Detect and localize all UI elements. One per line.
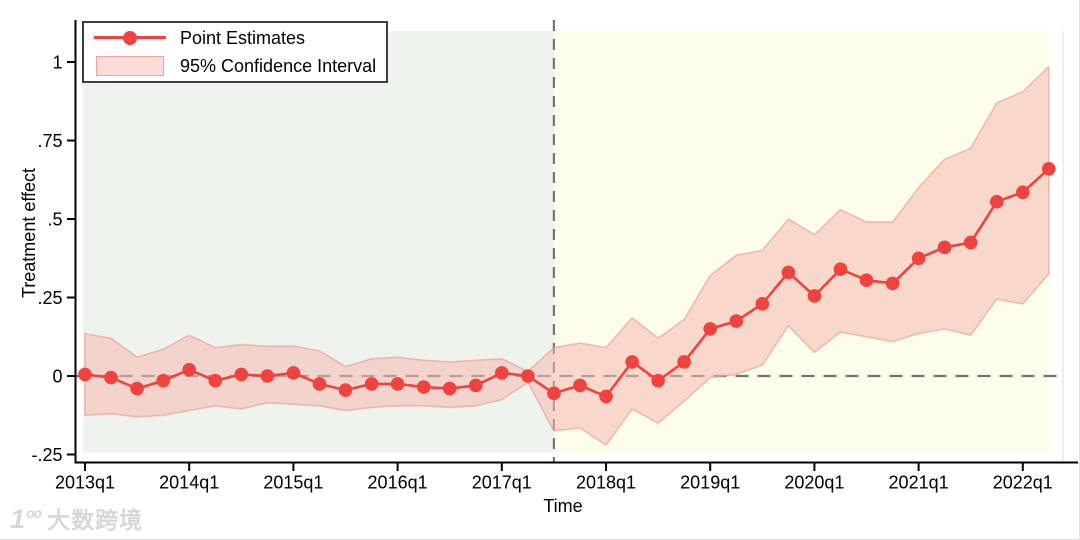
y-tick-label: .75: [37, 131, 62, 151]
watermark-logo-icon: 1oo: [10, 504, 42, 534]
data-point: [390, 377, 405, 391]
data-point: [651, 373, 665, 388]
data-point: [130, 381, 144, 396]
watermark: 1oo 大数跨境: [10, 501, 143, 535]
x-tick-label: 2014q1: [159, 473, 219, 493]
data-point: [208, 373, 223, 388]
data-point: [573, 378, 587, 393]
legend-label-point-estimates: Point Estimates: [180, 27, 306, 48]
legend-row-point-estimates: Point Estimates: [84, 24, 386, 51]
ci-swatch-sample: [94, 56, 166, 77]
data-point: [599, 389, 613, 404]
data-point: [521, 369, 535, 383]
data-point: [469, 378, 483, 393]
data-point: [234, 367, 249, 382]
data-point: [833, 262, 848, 277]
data-point: [677, 355, 691, 369]
data-point: [182, 362, 196, 377]
y-tick-label: 0: [52, 367, 62, 387]
x-tick-label: 2018q1: [576, 473, 636, 493]
data-point: [416, 380, 431, 394]
data-point: [703, 322, 717, 336]
x-tick-label: 2015q1: [263, 473, 323, 493]
ci-band-swatch-icon: [96, 56, 164, 77]
data-point: [911, 251, 926, 266]
data-point: [625, 355, 639, 369]
data-point: [885, 276, 900, 291]
x-tick-label: 2019q1: [680, 473, 740, 493]
data-point: [1016, 185, 1030, 200]
confidence-interval-band: [84, 65, 1050, 446]
y-tick-label: .5: [47, 210, 62, 230]
data-point: [104, 370, 118, 385]
x-tick-label: 2017q1: [472, 473, 532, 493]
data-point: [729, 314, 744, 328]
x-tick-label: 2021q1: [889, 473, 949, 493]
red-dot-icon: [123, 30, 137, 45]
x-tick-label: 2022q1: [993, 473, 1053, 493]
x-axis-title: Time: [543, 496, 583, 516]
y-tick-label: 1: [52, 53, 62, 73]
data-point: [495, 366, 509, 380]
legend-row-ci: 95% Confidence Interval: [84, 53, 386, 80]
y-axis-title: Treatment effect: [19, 167, 39, 299]
data-point: [1042, 162, 1056, 176]
data-point: [364, 377, 379, 391]
data-point: [547, 386, 561, 401]
x-tick-label: 2020q1: [784, 473, 844, 493]
data-point: [312, 377, 327, 391]
x-tick-label: 2013q1: [55, 473, 115, 493]
data-point: [807, 289, 822, 303]
data-point: [963, 235, 978, 250]
legend: Point Estimates 95% Confidence Interval: [82, 21, 388, 83]
data-point: [442, 381, 457, 396]
data-point: [338, 383, 353, 397]
y-tick-label: .25: [37, 288, 62, 308]
data-point: [156, 373, 170, 388]
data-point: [260, 369, 275, 383]
y-tick-label: -.25: [31, 445, 62, 465]
legend-label-ci: 95% Confidence Interval: [180, 56, 377, 77]
data-point: [859, 273, 874, 288]
watermark-text: 大数跨境: [47, 507, 144, 533]
point-estimates-line-sample: [94, 30, 166, 45]
data-point: [286, 366, 301, 380]
x-tick-label: 2016q1: [368, 473, 428, 493]
data-point: [937, 240, 952, 255]
data-point: [990, 194, 1004, 209]
data-point: [755, 297, 770, 311]
data-point: [781, 265, 796, 280]
data-point: [78, 367, 92, 382]
